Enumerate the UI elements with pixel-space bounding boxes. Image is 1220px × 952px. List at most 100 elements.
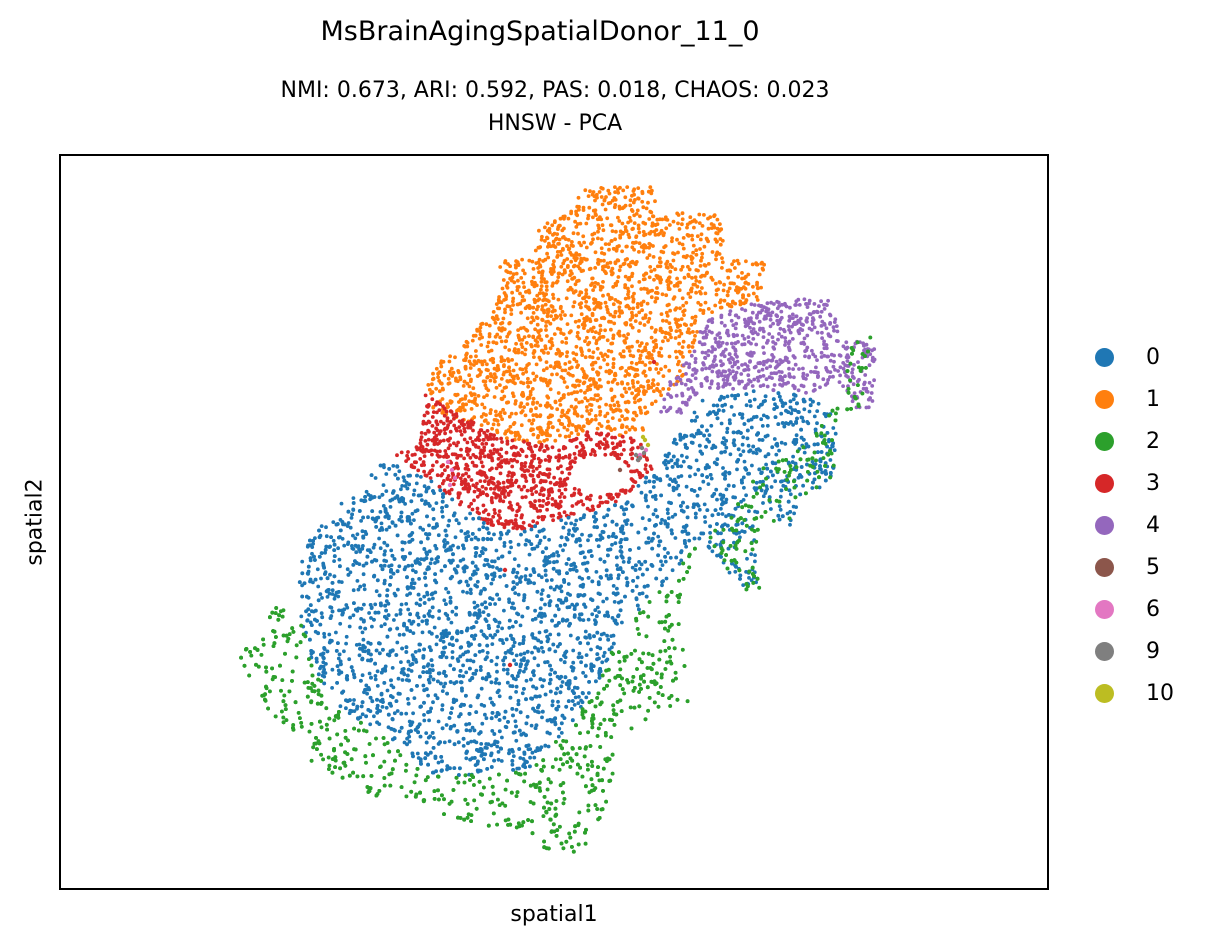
scatter-point-cluster-1 xyxy=(541,368,546,373)
scatter-point-cluster-1 xyxy=(635,373,640,377)
scatter-point-cluster-1 xyxy=(576,363,580,368)
scatter-point-cluster-1 xyxy=(698,247,702,251)
scatter-point-cluster-1 xyxy=(472,363,476,367)
scatter-point-cluster-1 xyxy=(700,251,705,256)
scatter-point-cluster-1 xyxy=(659,367,663,372)
scatter-point-cluster-1 xyxy=(524,369,529,374)
scatter-point-cluster-1 xyxy=(537,228,541,233)
method-line: HNSW - PCA xyxy=(487,111,623,136)
scatter-point-cluster-1 xyxy=(603,414,608,419)
chart-title: MsBrainAgingSpatialDonor_11_0 xyxy=(320,16,760,47)
scatter-point-cluster-1 xyxy=(732,259,736,263)
scatter-point-cluster-1 xyxy=(523,306,528,311)
scatter-point-cluster-1 xyxy=(660,329,665,334)
scatter-point-cluster-1 xyxy=(543,302,548,307)
scatter-point-cluster-1 xyxy=(694,279,699,283)
scatter-point-cluster-1 xyxy=(487,323,492,328)
scatter-point-cluster-1 xyxy=(596,262,601,266)
scatter-point-cluster-1 xyxy=(746,272,751,277)
scatter-point-cluster-1 xyxy=(525,316,530,321)
scatter-point-cluster-1 xyxy=(605,411,610,416)
scatter-point-cluster-1 xyxy=(566,247,571,252)
scatter-point-cluster-1 xyxy=(618,409,623,413)
scatter-point-cluster-1 xyxy=(742,285,746,290)
scatter-point-cluster-1 xyxy=(486,340,491,345)
scatter-point-cluster-1 xyxy=(691,250,695,255)
scatter-point-cluster-1 xyxy=(636,226,641,231)
scatter-point-cluster-1 xyxy=(522,405,526,409)
scatter-point-cluster-1 xyxy=(533,327,537,332)
scatter-point-cluster-1 xyxy=(510,358,514,362)
scatter-point-cluster-1 xyxy=(757,272,762,277)
scatter-point-cluster-1 xyxy=(465,381,470,386)
scatter-point-cluster-1 xyxy=(703,300,708,305)
scatter-point-cluster-1 xyxy=(631,385,636,389)
scatter-point-cluster-1 xyxy=(478,325,483,330)
scatter-point-cluster-1 xyxy=(562,380,567,384)
scatter-point-cluster-1 xyxy=(488,378,493,383)
scatter-point-cluster-1 xyxy=(546,244,550,249)
scatter-point-cluster-1 xyxy=(613,185,617,189)
scatter-point-cluster-1 xyxy=(607,319,611,324)
scatter-point-cluster-1 xyxy=(553,438,558,443)
scatter-point-cluster-1 xyxy=(680,217,685,222)
scatter-point-cluster-1 xyxy=(574,344,579,349)
scatter-point-cluster-1 xyxy=(533,248,538,253)
scatter-point-cluster-1 xyxy=(569,431,574,435)
scatter-point-cluster-1 xyxy=(537,297,542,301)
scatter-point-cluster-1 xyxy=(601,280,605,284)
scatter-point-cluster-1 xyxy=(605,216,610,221)
scatter-point-cluster-1 xyxy=(693,314,698,319)
scatter-point-cluster-1 xyxy=(652,277,656,282)
scatter-point-cluster-1 xyxy=(651,378,656,382)
scatter-point-cluster-1 xyxy=(718,300,722,305)
scatter-point-cluster-1 xyxy=(531,267,536,271)
scatter-point-cluster-1 xyxy=(700,255,704,260)
scatter-point-cluster-1 xyxy=(562,258,567,263)
scatter-point-cluster-1 xyxy=(571,351,576,355)
scatter-point-cluster-1 xyxy=(584,245,589,250)
scatter-point-cluster-1 xyxy=(667,332,672,337)
scatter-point-cluster-1 xyxy=(727,286,732,291)
scatter-point-cluster-1 xyxy=(537,440,542,444)
scatter-point-cluster-1 xyxy=(622,333,626,338)
scatter-point-cluster-1 xyxy=(595,346,600,351)
scatter-plot-area xyxy=(239,185,877,854)
scatter-point-cluster-1 xyxy=(602,358,606,362)
scatter-point-cluster-1 xyxy=(534,406,538,411)
scatter-point-cluster-1 xyxy=(616,258,621,263)
scatter-point-cluster-1 xyxy=(499,339,504,344)
scatter-point-cluster-1 xyxy=(593,417,598,422)
scatter-point-cluster-1 xyxy=(669,335,673,340)
scatter-point-cluster-1 xyxy=(501,316,506,321)
scatter-point-cluster-1 xyxy=(585,417,590,422)
scatter-point-cluster-1 xyxy=(585,398,590,403)
scatter-point-cluster-1 xyxy=(679,267,683,272)
scatter-point-cluster-1 xyxy=(545,334,549,338)
scatter-point-cluster-1 xyxy=(469,407,474,411)
scatter-point-cluster-1 xyxy=(646,320,651,324)
scatter-point-cluster-1 xyxy=(661,318,665,323)
scatter-point-cluster-1 xyxy=(633,427,638,432)
scatter-point-cluster-1 xyxy=(588,189,592,194)
scatter-point-cluster-1 xyxy=(637,310,642,315)
scatter-point-cluster-1 xyxy=(480,402,485,407)
scatter-point-cluster-1 xyxy=(688,295,693,299)
scatter-point-cluster-1 xyxy=(483,383,488,388)
scatter-point-cluster-1 xyxy=(604,402,608,407)
scatter-point-cluster-1 xyxy=(621,349,626,354)
scatter-point-cluster-1 xyxy=(597,422,602,426)
scatter-point-cluster-1 xyxy=(643,411,648,416)
scatter-point-cluster-1 xyxy=(609,407,614,411)
scatter-point-cluster-1 xyxy=(599,246,604,251)
scatter-point-cluster-1 xyxy=(618,264,623,269)
scatter-point-cluster-1 xyxy=(698,237,703,242)
scatter-point-cluster-1 xyxy=(496,422,501,427)
scatter-point-cluster-1 xyxy=(591,215,595,220)
scatter-point-cluster-1 xyxy=(751,291,756,296)
scatter-point-cluster-1 xyxy=(580,399,584,404)
scatter-point-cluster-1 xyxy=(511,303,515,307)
scatter-point-cluster-1 xyxy=(602,258,606,263)
scatter-point-cluster-1 xyxy=(449,366,454,371)
scatter-point-cluster-1 xyxy=(543,280,547,285)
